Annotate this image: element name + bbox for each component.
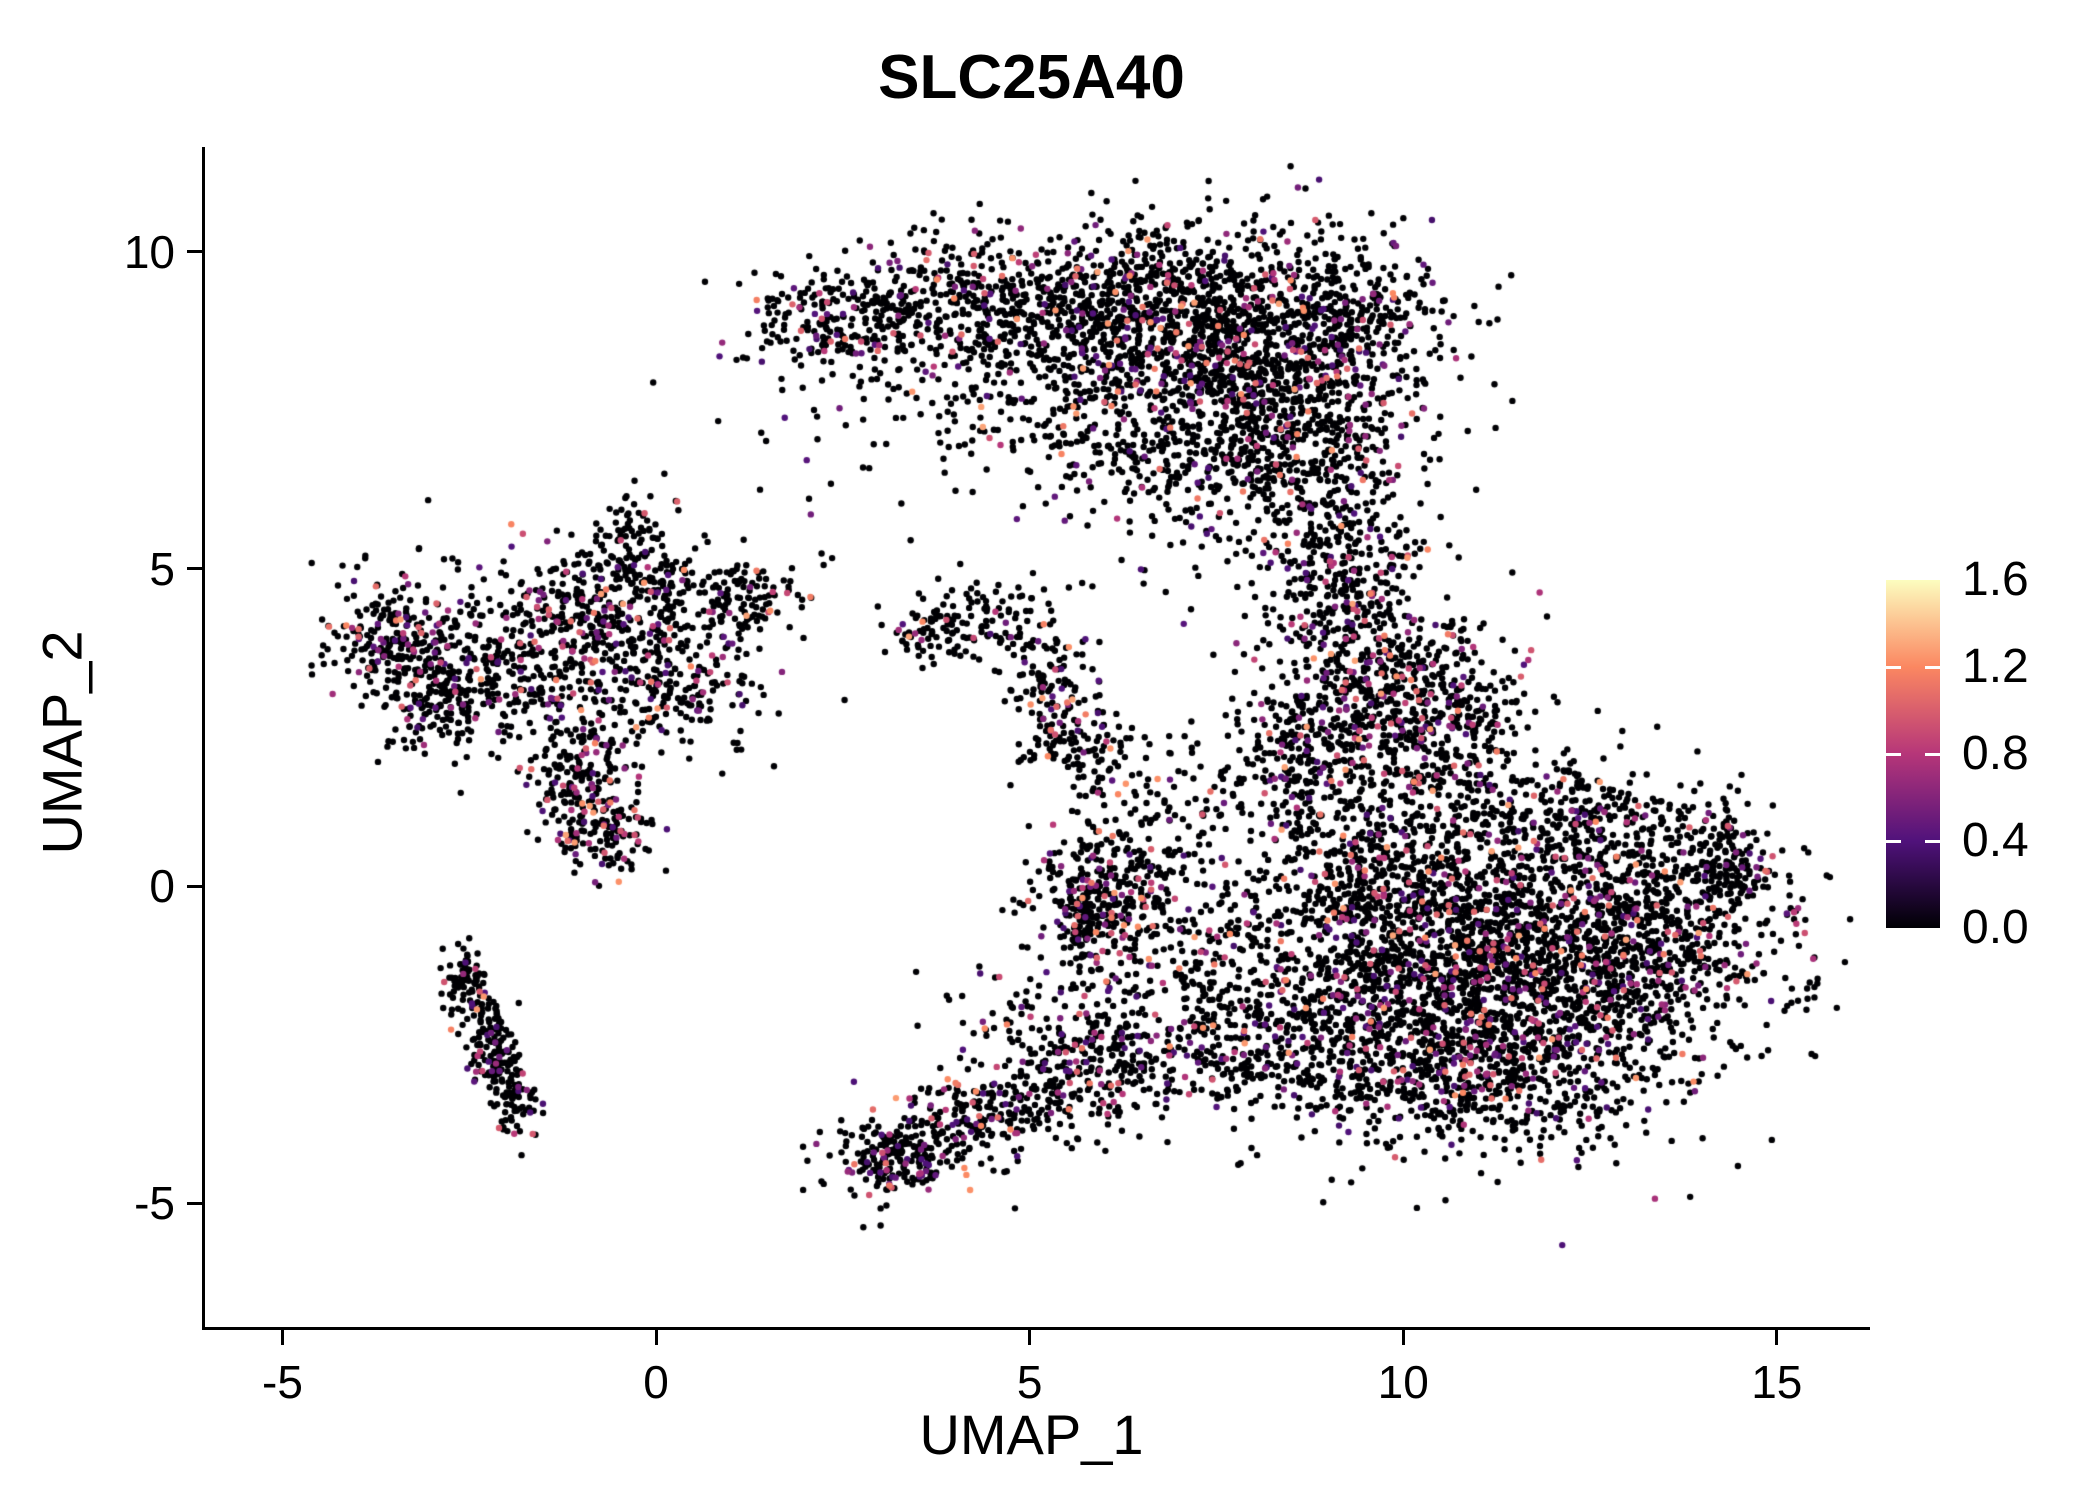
y-tick-mark: [187, 884, 202, 888]
x-tick-mark: [1775, 1330, 1779, 1345]
x-tick-label: 15: [1751, 1356, 1803, 1408]
y-axis-title: UMAP_2: [30, 630, 94, 855]
x-tick-mark: [1028, 1330, 1032, 1345]
x-tick-label: 10: [1377, 1356, 1429, 1408]
y-tick-label: 10: [123, 225, 175, 278]
colorbar-tick: [1886, 665, 1901, 669]
colorbar-tick: [1925, 665, 1940, 669]
x-axis-line: [202, 1327, 1870, 1330]
legend-tick-label: 0.8: [1962, 727, 2029, 780]
y-tick-label: 0: [149, 860, 175, 913]
colorbar-tick: [1886, 752, 1901, 756]
y-tick-mark: [187, 1201, 202, 1205]
legend-tick-label: 1.6: [1962, 553, 2029, 606]
y-axis-line: [202, 147, 205, 1330]
x-tick-mark: [1401, 1330, 1405, 1345]
plot-title: SLC25A40: [878, 43, 1185, 112]
x-tick-mark: [280, 1330, 284, 1345]
x-tick-label: 5: [1016, 1356, 1043, 1408]
legend-tick-label: 0.0: [1962, 901, 2029, 954]
y-tick-label: 5: [149, 542, 175, 595]
x-tick-mark: [654, 1330, 658, 1345]
x-axis-title: UMAP_1: [919, 1403, 1144, 1466]
y-tick-mark: [187, 567, 202, 571]
x-tick-label: -5: [262, 1356, 303, 1408]
x-tick-label: 0: [643, 1356, 669, 1408]
y-tick-label: -5: [134, 1177, 175, 1230]
legend-tick-label: 1.2: [1962, 640, 2029, 693]
legend-tick-label: 0.4: [1962, 814, 2029, 867]
scatter-points-canvas: [204, 147, 1859, 1327]
colorbar-tick: [1886, 839, 1901, 843]
y-tick-mark: [187, 250, 202, 254]
colorbar-tick: [1925, 752, 1940, 756]
colorbar-tick: [1925, 839, 1940, 843]
